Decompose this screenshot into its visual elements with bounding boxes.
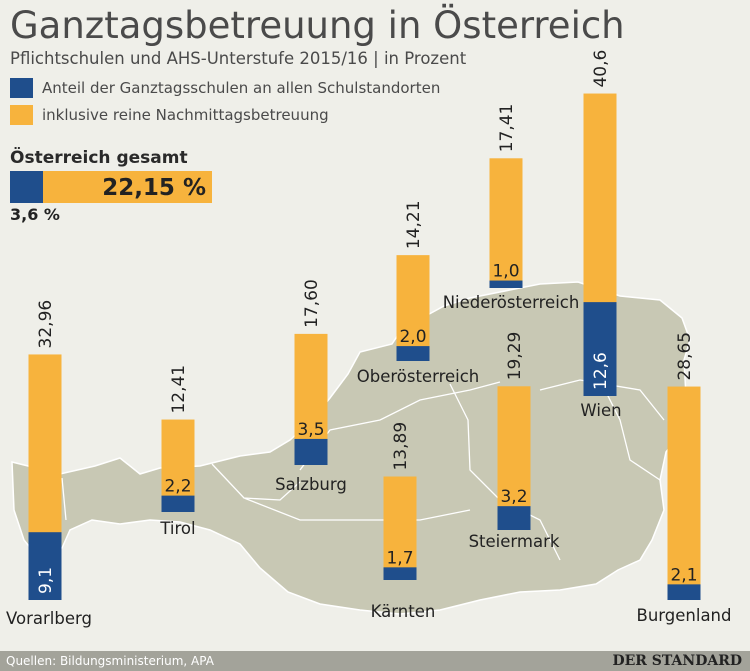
value-share-niederoesterreich: 1,0 (492, 262, 519, 282)
value-total-salzburg: 17,60 (302, 279, 322, 328)
region-label-oberoesterreich: Oberösterreich (357, 367, 480, 386)
value-total-oberoesterreich: 14,21 (404, 200, 424, 249)
region-label-niederoesterreich: Niederösterreich (443, 293, 580, 312)
bar-share-oberoesterreich (396, 346, 430, 361)
bar-share-tirol (161, 495, 195, 512)
total-afternoon-bar (10, 171, 212, 203)
region-label-burgenland: Burgenland (637, 606, 732, 625)
footer-brand: DER STANDARD (612, 653, 742, 669)
total-share-bar (10, 171, 43, 203)
value-share-steiermark: 3,2 (500, 487, 527, 507)
value-share-wien: 12,6 (591, 352, 611, 390)
bar-share-kaernten (383, 567, 417, 580)
region-label-steiermark: Steiermark (469, 532, 560, 551)
region-label-tirol: Tirol (159, 519, 195, 538)
bar-afternoon-burgenland (667, 386, 701, 600)
value-share-vorarlberg: 9,1 (36, 567, 56, 594)
bar-share-vorarlberg (28, 532, 62, 600)
legend-label-afternoon: inklusive reine Nachmittagsbetreuung (42, 106, 329, 124)
legend-label-share: Anteil der Ganztagsschulen an allen Schu… (42, 79, 440, 97)
value-share-tirol: 2,2 (164, 477, 191, 497)
bars-layer (28, 93, 701, 600)
legend-swatch-share (10, 78, 33, 98)
bar-afternoon-niederoesterreich (489, 158, 523, 288)
region-label-wien: Wien (580, 401, 621, 420)
map-borders (61, 379, 665, 561)
value-total-vorarlberg: 32,96 (36, 300, 56, 349)
bar-share-steiermark (497, 506, 531, 530)
page-subtitle: Pflichtschulen und AHS-Unterstufe 2015/1… (10, 49, 467, 68)
total-share-value: 3,6 % (10, 205, 60, 224)
total-title: Österreich gesamt (10, 146, 188, 168)
bar-afternoon-oberoesterreich (396, 255, 430, 361)
bar-afternoon-steiermark (497, 386, 531, 530)
value-share-oberoesterreich: 2,0 (399, 327, 426, 347)
bar-share-niederoesterreich (489, 280, 523, 288)
bar-share-burgenland (667, 584, 701, 600)
page-title: Ganztagsbetreuung in Österreich (10, 4, 625, 47)
total-afternoon-value: 22,15 % (102, 175, 206, 201)
footer-bar (0, 651, 750, 671)
region-label-vorarlberg: Vorarlberg (6, 609, 92, 628)
value-share-kaernten: 1,7 (386, 548, 413, 568)
region-label-kaernten: Kärnten (371, 602, 436, 621)
value-total-niederoesterreich: 17,41 (497, 104, 517, 153)
value-total-steiermark: 19,29 (505, 332, 525, 381)
labels-layer: 32,96 9,1 Vorarlberg 12,41 2,2 Tirol 17,60 3,5 S… (6, 50, 731, 628)
value-total-burgenland: 28,65 (675, 332, 695, 381)
value-share-burgenland: 2,1 (670, 565, 697, 585)
value-total-kaernten: 13,89 (391, 422, 411, 471)
bar-afternoon-kaernten (383, 476, 417, 580)
value-share-salzburg: 3,5 (297, 420, 324, 440)
region-label-salzburg: Salzburg (275, 475, 347, 494)
footer-source: Quellen: Bildungsministerium, APA (6, 654, 215, 668)
bar-share-salzburg (294, 438, 328, 465)
value-total-tirol: 12,41 (169, 365, 189, 414)
value-total-wien: 40,6 (591, 50, 611, 88)
bar-share-wien (583, 302, 617, 396)
legend-swatch-afternoon (10, 105, 33, 125)
